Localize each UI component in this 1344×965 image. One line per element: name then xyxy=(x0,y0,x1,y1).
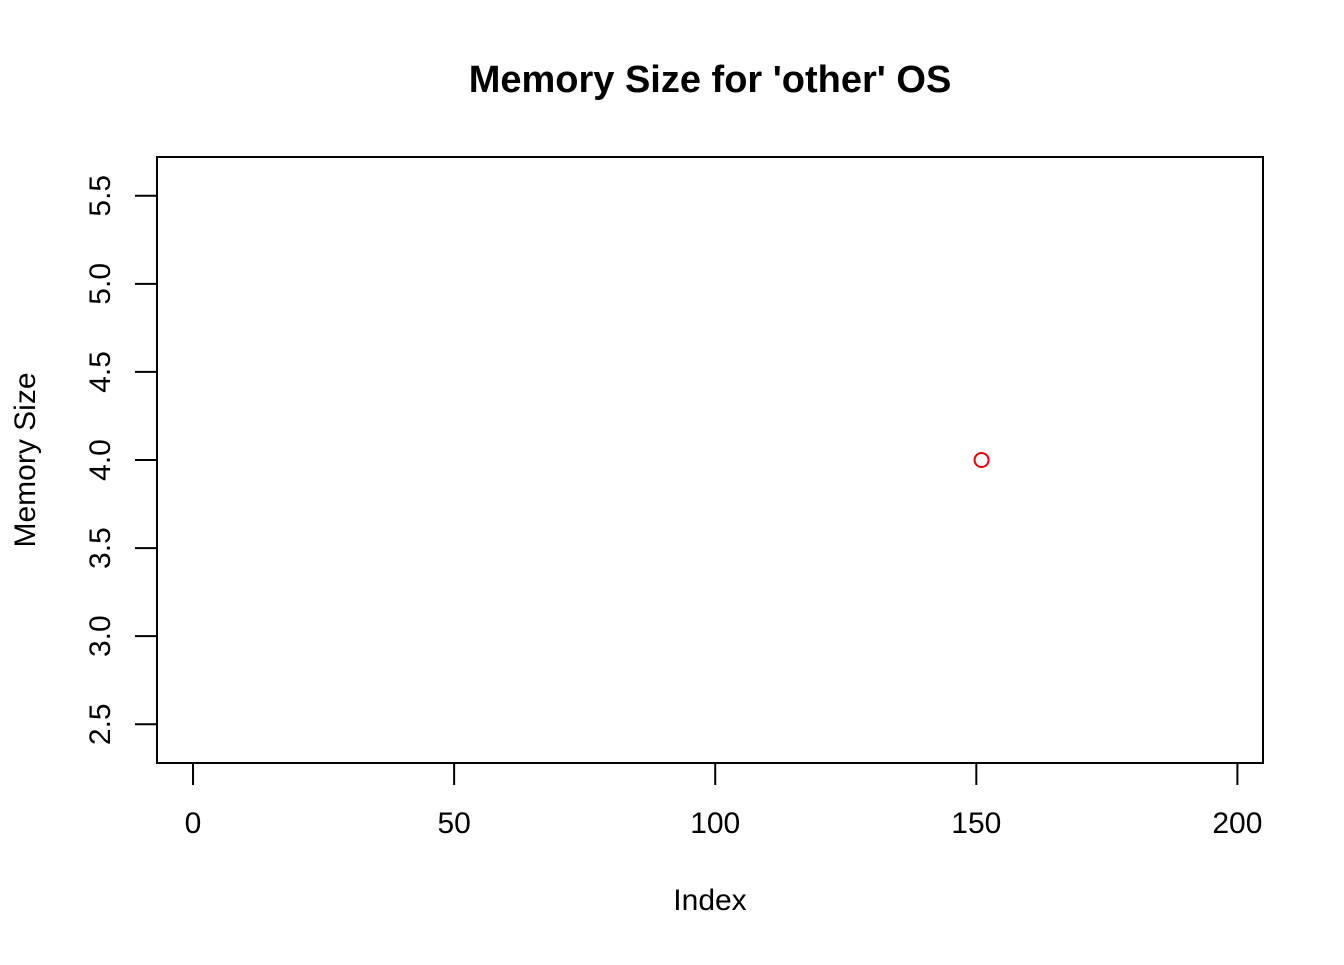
y-tick-label: 4.0 xyxy=(84,439,117,481)
x-tick-label: 200 xyxy=(1212,807,1262,840)
y-tick-label: 5.5 xyxy=(84,175,117,217)
x-axis: 0 50 100 150 200 xyxy=(185,762,1262,840)
y-axis-label: Memory Size xyxy=(9,372,42,547)
y-tick-label: 3.0 xyxy=(84,615,117,657)
plot-frame xyxy=(156,156,1264,764)
y-tick-label: 3.5 xyxy=(84,527,117,569)
chart-title: Memory Size for 'other' OS xyxy=(469,59,952,101)
data-points xyxy=(973,452,990,468)
x-tick-label: 0 xyxy=(185,807,202,840)
data-point xyxy=(973,452,990,468)
y-tick-label: 4.5 xyxy=(84,351,117,393)
y-tick-label: 2.5 xyxy=(84,703,117,745)
x-tick-label: 100 xyxy=(690,807,740,840)
x-axis-label: Index xyxy=(673,884,746,917)
x-tick-label: 150 xyxy=(951,807,1001,840)
x-tick-label: 50 xyxy=(437,807,470,840)
y-tick-label: 5.0 xyxy=(84,263,117,305)
y-axis: 2.5 3.0 3.5 4.0 4.5 5.0 5.5 xyxy=(84,175,158,745)
